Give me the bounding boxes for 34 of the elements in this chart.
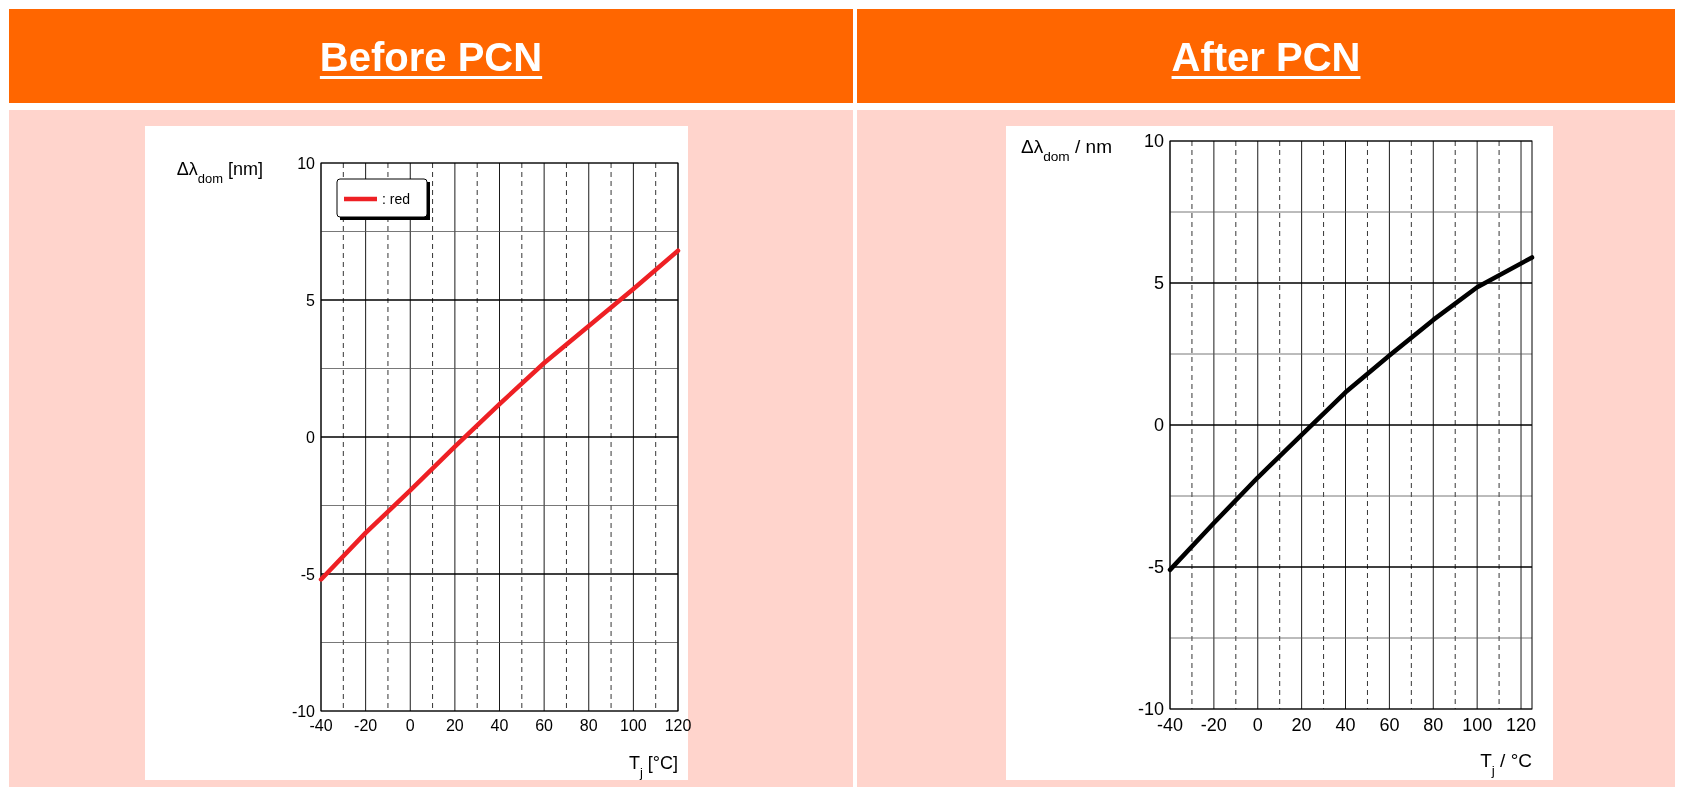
line-series: [318, 248, 681, 582]
x-tick-label: 80: [579, 717, 598, 734]
y-tick-label: -10: [291, 702, 316, 720]
x-tick-label: 60: [535, 717, 554, 734]
legend-label: : red: [382, 191, 411, 207]
x-tick-label: 120: [1506, 715, 1537, 735]
x-tick-label: 0: [405, 717, 415, 734]
x-tick-label: 40: [490, 717, 509, 734]
x-tick-label: 40: [1335, 715, 1356, 735]
y-tick-label: 10: [297, 154, 316, 172]
y-tick-label: -5: [1147, 557, 1164, 578]
x-axis-title: T$_{j}$ [°C]: [628, 753, 678, 780]
x-tick-label: 0: [1252, 715, 1263, 735]
x-tick-label: 60: [1379, 715, 1400, 735]
x-axis-title: T$_{j}$ / °C: [1480, 750, 1532, 778]
chart-title: After PCN: [1171, 35, 1361, 79]
x-tick-label: -20: [1200, 715, 1227, 735]
y-tick-label: 5: [1153, 273, 1164, 294]
y-tick-label: 0: [306, 428, 316, 446]
y-tick-label: -5: [300, 565, 316, 583]
x-tick-label: -40: [309, 717, 333, 734]
x-tick-label: 20: [1291, 715, 1312, 735]
y-axis-title: Δλ$_{dom}$ / nm: [1020, 136, 1112, 164]
x-tick-label: -20: [354, 717, 378, 734]
y-tick-label: 5: [306, 291, 316, 309]
x-tick-label: 120: [664, 717, 692, 734]
x-tick-label: 20: [445, 717, 464, 734]
chart-title: Before PCN: [319, 35, 543, 79]
y-tick-label: 10: [1143, 131, 1164, 152]
y-axis-title: Δλ$_{dom}$ [nm]: [176, 159, 263, 186]
y-tick-label: 0: [1153, 415, 1164, 436]
x-tick-label: 100: [1462, 715, 1493, 735]
x-tick-label: 80: [1423, 715, 1444, 735]
x-tick-label: 100: [620, 717, 647, 734]
